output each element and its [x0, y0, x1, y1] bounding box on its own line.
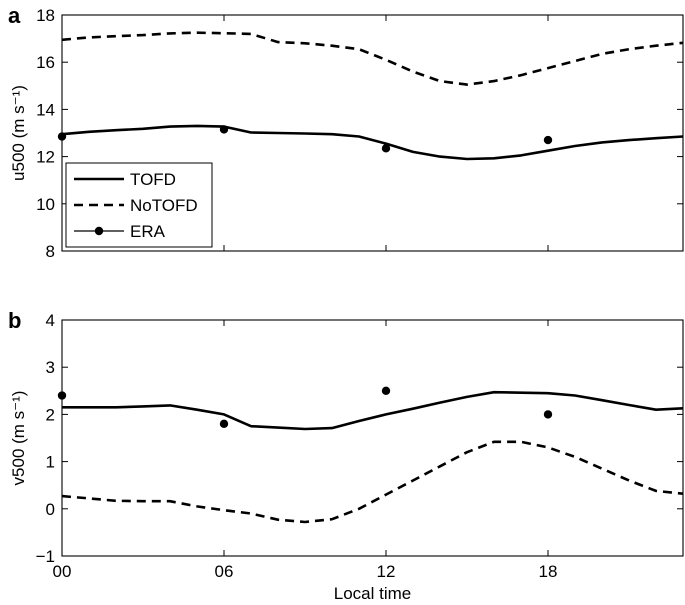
panel-letter: b — [8, 308, 21, 333]
legend-marker-era — [94, 226, 104, 236]
era-point — [219, 125, 229, 134]
y-tick-label: 10 — [36, 195, 55, 214]
y-tick-label: −1 — [36, 547, 55, 566]
y-axis-label: u500 (m s⁻¹) — [9, 85, 28, 181]
legend-label-notofd: NoTOFD — [130, 196, 198, 215]
y-tick-label: 2 — [46, 405, 55, 424]
x-axis-label: Local time — [334, 584, 411, 603]
notofd-line — [61, 440, 684, 524]
legend-label-tofd: TOFD — [130, 170, 176, 189]
notofd-line — [61, 31, 684, 86]
legend-label-era: ERA — [130, 222, 166, 241]
tofd-line — [62, 390, 684, 431]
y-tick-label: 3 — [46, 358, 55, 377]
x-tick-label: 12 — [377, 562, 396, 581]
era-point — [381, 144, 391, 153]
y-tick-label: 8 — [46, 242, 55, 261]
y-tick-label: 4 — [46, 311, 55, 330]
y-tick-label: 12 — [36, 148, 55, 167]
y-tick-label: 0 — [46, 500, 55, 519]
era-point — [57, 391, 67, 400]
x-tick-label: 00 — [53, 562, 72, 581]
tofd-line — [61, 124, 684, 161]
y-tick-label: 16 — [36, 53, 55, 72]
era-point — [381, 386, 391, 395]
panel-a: 8 10 12 14 16 18 u500 (m s⁻¹) a TOFD NoTOFD ERA — [8, 3, 684, 261]
panel-letter: a — [8, 3, 21, 28]
y-tick-label: 18 — [36, 6, 55, 25]
y-tick-label: 1 — [46, 453, 55, 472]
era-point — [219, 419, 229, 429]
x-tick-label: 18 — [539, 562, 558, 581]
era-point — [543, 410, 553, 419]
y-tick-label: 14 — [36, 100, 55, 119]
plot-frame — [61, 319, 684, 557]
y-axis-label: v500 (m s⁻¹) — [9, 391, 28, 486]
x-tick-label: 06 — [215, 562, 234, 581]
era-point — [543, 135, 553, 145]
era-point — [57, 132, 67, 141]
